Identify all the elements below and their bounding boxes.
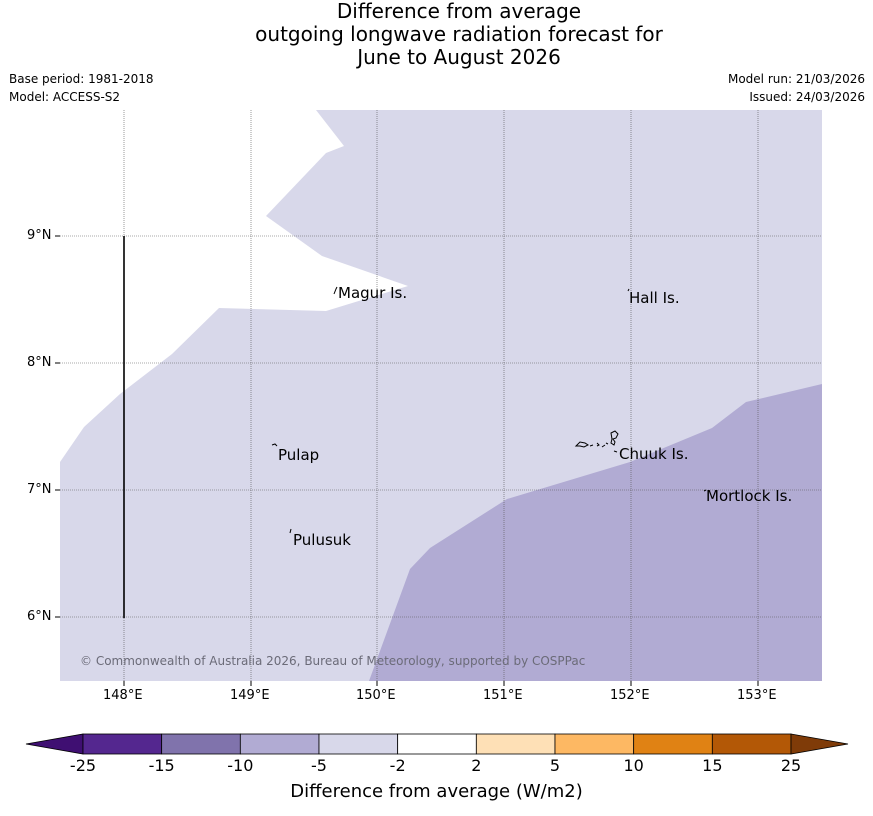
colorbar-segment (82, 733, 163, 755)
lon-label-148e: 148°E (103, 688, 143, 703)
band-neutral-region (60, 110, 408, 462)
title-line-3: June to August 2026 (357, 45, 561, 69)
lon-label-151e: 151°E (483, 688, 523, 703)
lon-label-153e: 153°E (737, 688, 777, 703)
place-magur: Magur Is. (338, 284, 408, 302)
base-period-text: Base period: 1981-2018 (9, 72, 154, 86)
colorbar-tick-label: -15 (148, 756, 175, 775)
islands (271, 286, 707, 534)
island-hall (627, 288, 630, 292)
colorbar-segment (239, 733, 320, 755)
meta-right: Model run: 21/03/2026 Issued: 24/03/2026 (728, 70, 865, 106)
title-line-2: outgoing longwave radiation forecast for (255, 22, 663, 46)
lat-label-6n: 6°N (27, 609, 52, 624)
colorbar-tick-label: -5 (311, 756, 327, 775)
colorbar-tick-label: 10 (623, 756, 644, 775)
island-pulap (271, 443, 278, 447)
colorbar-label: Difference from average (W/m2) (290, 781, 583, 802)
band-medium-region (369, 384, 822, 681)
colorbar-segment (554, 733, 635, 755)
island-mortlock (703, 489, 707, 492)
lat-label-9n: 9°N (27, 228, 52, 243)
lat-label-7n: 7°N (27, 482, 52, 497)
meta-left: Base period: 1981-2018 Model: ACCESS-S2 (9, 70, 154, 106)
colorbar-segment (318, 733, 399, 755)
colorbar-tick-label: 5 (549, 756, 561, 775)
colorbar-tick-label: -25 (69, 756, 97, 775)
colorbar-segment (711, 733, 792, 755)
lon-label-152e: 152°E (610, 688, 650, 703)
lat-label-8n: 8°N (27, 355, 52, 370)
colorbar-segment (475, 733, 556, 755)
colorbar-segment (397, 733, 477, 755)
colorbar-segment (633, 733, 713, 755)
islands-chuuk (574, 430, 619, 453)
colorbar-extend-high (790, 733, 849, 755)
place-chuuk: Chuuk Is. (619, 445, 689, 463)
model-run-text: Model run: 21/03/2026 (727, 72, 865, 86)
colorbar-tick-label: -10 (227, 756, 254, 775)
gridlines (60, 110, 822, 681)
colorbar-extend-low (25, 733, 84, 755)
model-text: Model: ACCESS-S2 (9, 90, 121, 104)
tick-marks (55, 235, 759, 686)
place-hall: Hall Is. (629, 289, 680, 307)
colorbar-tick-label: 25 (780, 756, 802, 775)
colorbar-tick-label: -2 (389, 756, 406, 775)
colorbar-tick-label: 2 (471, 756, 482, 775)
lon-label-149e: 149°E (230, 688, 270, 703)
chart-title: Difference from average outgoing longwav… (0, 0, 873, 69)
island-magur (333, 286, 338, 295)
place-mortlock: Mortlock Is. (706, 487, 793, 505)
issued-text: Issued: 24/03/2026 (749, 90, 865, 104)
colorbar-segment (161, 733, 241, 755)
island-pulusuk (289, 528, 292, 534)
title-line-1: Difference from average (336, 0, 582, 23)
copyright-text: © Commonwealth of Australia 2026, Bureau… (80, 654, 586, 668)
map-panel (55, 110, 822, 686)
lon-label-150e: 150°E (356, 688, 396, 703)
colorbar-tick-label: 15 (702, 756, 723, 775)
place-pulusuk: Pulusuk (293, 531, 351, 549)
place-pulap: Pulap (278, 446, 320, 464)
